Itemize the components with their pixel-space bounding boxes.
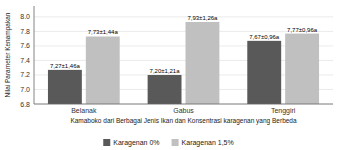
grid-line <box>34 104 333 105</box>
x-axis-title: Kamaboko dari Berbagai Jenis Ikan dan Ko… <box>70 117 297 125</box>
legend-swatch <box>172 139 179 146</box>
legend-swatch <box>103 139 110 146</box>
data-label: 7,93±1,26a <box>187 15 218 21</box>
bars <box>48 22 319 104</box>
data-label: 7,73±1,44a <box>88 29 119 35</box>
grid-line <box>34 16 333 17</box>
bar <box>86 36 120 104</box>
y-tick-label: 7.0 <box>20 86 30 93</box>
y-tick-label: 7.6 <box>20 42 30 49</box>
bar <box>247 41 281 104</box>
data-label: 7,27±1,46a <box>50 63 81 69</box>
y-tick-label: 7.8 <box>20 28 30 35</box>
y-tick-label: 7.2 <box>20 71 30 78</box>
bar <box>148 75 182 104</box>
y-tick-label: 7.4 <box>20 57 30 64</box>
x-tick-label: Gabus <box>173 107 194 114</box>
y-tick-label: 6.8 <box>20 101 30 108</box>
data-label: 7,67±0,96a <box>249 34 280 40</box>
bar <box>285 34 319 104</box>
data-label: 7,20±1,21a <box>150 68 181 74</box>
bar <box>185 22 219 104</box>
legend-label: Karagenan 1,5% <box>182 139 234 147</box>
legend: Karagenan 0% Karagenan 1,5% <box>103 139 233 147</box>
y-tick-label: 8.0 <box>20 13 30 20</box>
y-axis-line <box>34 6 35 104</box>
x-axis-line <box>34 104 333 105</box>
chart: 6.8 7.0 7.2 7.4 7.6 7.8 8.0 7,27±1,46a 7,20±1,21… <box>0 0 337 150</box>
x-tick-label: Belanak <box>71 107 97 114</box>
legend-label: Karagenan 0% <box>113 139 159 147</box>
bar <box>48 70 82 104</box>
data-label: 7,77±0,96a <box>287 27 318 33</box>
data-labels: 7,27±1,46a 7,20±1,21a 7,67±0,96a 7,73±1,44a… <box>50 15 318 74</box>
x-tick-label: Tenggiri <box>271 107 296 115</box>
y-axis-title: Nilai Parameter Kenampakan <box>4 12 12 97</box>
